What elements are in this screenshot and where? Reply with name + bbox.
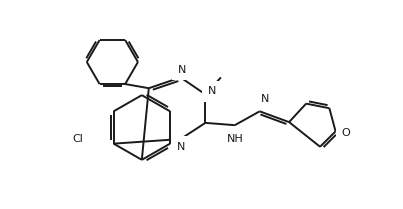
Text: O: O <box>342 128 351 138</box>
Text: Cl: Cl <box>72 134 83 144</box>
Text: N: N <box>177 142 185 152</box>
Text: N: N <box>261 94 270 104</box>
Text: NH: NH <box>226 134 243 144</box>
Text: N: N <box>178 65 186 75</box>
Text: N: N <box>208 86 216 96</box>
